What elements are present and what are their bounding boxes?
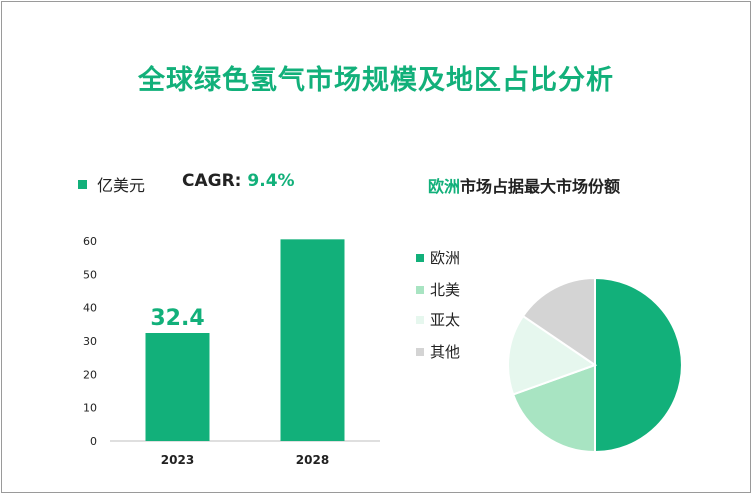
pie-legend-item: 欧洲: [416, 247, 460, 268]
y-tick-label: 60: [83, 235, 97, 248]
pie-legend-label: 欧洲: [430, 249, 461, 267]
pie-legend-item: 北美: [416, 279, 460, 300]
bar-legend-swatch: [78, 179, 87, 189]
pie-title: 欧洲市场占据最大市场份额: [428, 173, 620, 197]
pie-slice-3: [521, 276, 596, 367]
y-tick-label: 20: [83, 368, 97, 381]
pie-legend-item: 其他: [416, 341, 460, 362]
pie-slice-1: [511, 363, 596, 454]
pie-legend-swatch: [416, 315, 424, 324]
cagr-value: 9.4%: [247, 171, 295, 191]
y-tick-label: 50: [83, 268, 97, 281]
bar-2028: [280, 239, 345, 441]
x-tick-label: 2028: [296, 453, 329, 467]
pie-legend-swatch: [416, 285, 424, 294]
pie-legend-swatch: [416, 347, 424, 356]
pie-legend-item: 亚太: [416, 309, 460, 330]
cagr-label: CAGR:: [182, 171, 242, 191]
pie-title-rest: 市场占据最大市场份额: [460, 177, 621, 196]
pie-legend-label: 北美: [430, 281, 461, 299]
bar-data-label: 32.4: [150, 306, 204, 331]
pie-slice-2: [507, 314, 598, 396]
y-tick-label: 40: [83, 302, 97, 315]
pie-legend-label: 亚太: [430, 311, 461, 329]
cagr-text: CAGR: 9.4%: [182, 171, 295, 191]
y-tick-label: 30: [83, 335, 97, 348]
y-tick-label: 10: [83, 402, 97, 415]
x-tick-label: 2023: [161, 453, 194, 467]
pie-legend-label: 其他: [430, 343, 461, 361]
pie-legend-swatch: [416, 253, 424, 262]
bar-legend: 亿美元: [78, 172, 145, 196]
y-tick-label: 0: [90, 435, 97, 448]
pie-title-highlight: 欧洲: [428, 177, 461, 196]
bar-legend-label: 亿美元: [97, 176, 146, 195]
chart-title: 全球绿色氢气市场规模及地区占比分析: [138, 65, 614, 96]
pie-slice-0: [594, 276, 683, 454]
bar-2023: [145, 333, 210, 441]
